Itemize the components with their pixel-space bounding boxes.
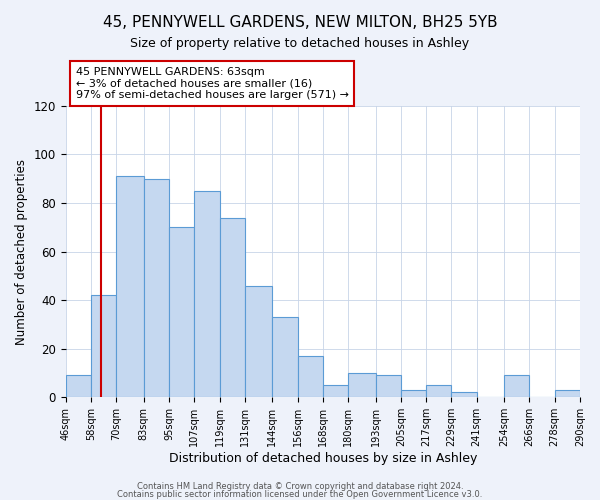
Bar — [194, 191, 220, 398]
Bar — [272, 317, 298, 398]
Bar — [91, 296, 116, 398]
Bar — [451, 392, 477, 398]
Bar — [401, 390, 426, 398]
Bar — [348, 373, 376, 398]
Text: 45, PENNYWELL GARDENS, NEW MILTON, BH25 5YB: 45, PENNYWELL GARDENS, NEW MILTON, BH25 … — [103, 15, 497, 30]
Bar — [143, 179, 169, 398]
Y-axis label: Number of detached properties: Number of detached properties — [15, 158, 28, 344]
Bar — [298, 356, 323, 398]
Bar — [245, 286, 272, 398]
Text: Contains HM Land Registry data © Crown copyright and database right 2024.: Contains HM Land Registry data © Crown c… — [137, 482, 463, 491]
Bar — [169, 228, 194, 398]
Bar — [116, 176, 143, 398]
Bar — [323, 385, 348, 398]
Bar — [376, 376, 401, 398]
Text: Contains public sector information licensed under the Open Government Licence v3: Contains public sector information licen… — [118, 490, 482, 499]
X-axis label: Distribution of detached houses by size in Ashley: Distribution of detached houses by size … — [169, 452, 477, 465]
Text: Size of property relative to detached houses in Ashley: Size of property relative to detached ho… — [130, 38, 470, 51]
Text: 45 PENNYWELL GARDENS: 63sqm
← 3% of detached houses are smaller (16)
97% of semi: 45 PENNYWELL GARDENS: 63sqm ← 3% of deta… — [76, 67, 349, 100]
Bar — [65, 376, 91, 398]
Bar — [220, 218, 245, 398]
Bar — [504, 376, 529, 398]
Bar — [555, 390, 580, 398]
Bar — [426, 385, 451, 398]
